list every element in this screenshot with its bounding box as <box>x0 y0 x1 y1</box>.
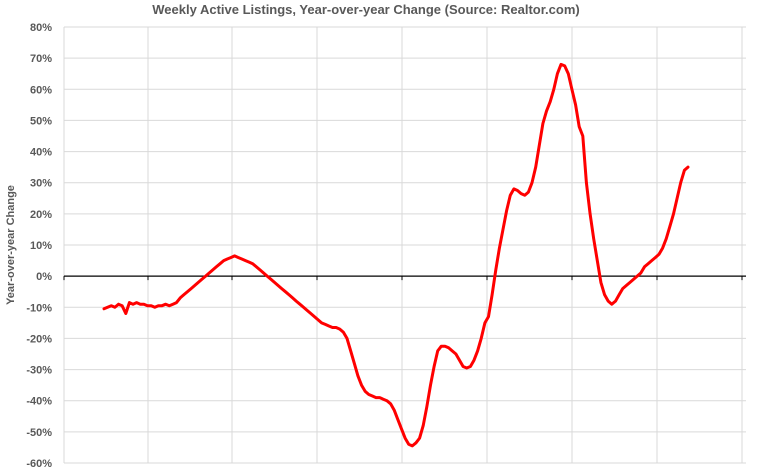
y-tick-label: 10% <box>30 240 52 252</box>
y-tick-label: 60% <box>30 84 52 96</box>
y-tick-label: -60% <box>26 458 52 470</box>
x-axis-ticks <box>63 276 743 281</box>
gridlines <box>63 26 746 464</box>
chart-title: Weekly Active Listings, Year-over-year C… <box>152 2 579 17</box>
y-tick-label: 20% <box>30 209 52 221</box>
y-tick-label: 40% <box>30 147 52 159</box>
y-tick-label: 80% <box>30 22 52 34</box>
y-tick-label: -50% <box>26 427 52 439</box>
series-line <box>102 62 690 448</box>
y-tick-label: 50% <box>30 115 52 127</box>
y-tick-labels: 80% 70% 60% 50% 40% 30% 20% 10% 0% -10% -20% -30% -4… <box>26 22 52 470</box>
y-tick-label: -30% <box>26 365 52 377</box>
y-tick-label: 0% <box>36 271 52 283</box>
y-axis-label: Year-over-year Change <box>5 185 17 305</box>
y-tick-label: 70% <box>30 53 52 65</box>
y-tick-label: -40% <box>26 396 52 408</box>
y-tick-label: -10% <box>26 302 52 314</box>
y-tick-label: -20% <box>26 333 52 345</box>
y-tick-label: 30% <box>30 178 52 190</box>
